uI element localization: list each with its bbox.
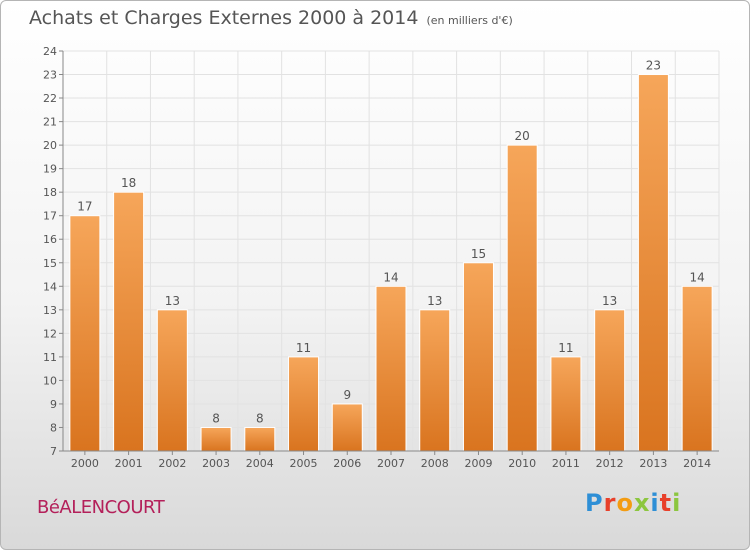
data-label: 20	[515, 129, 530, 143]
data-label: 9	[343, 388, 351, 402]
data-label: 14	[689, 270, 704, 284]
x-tick-label: 2006	[333, 457, 361, 470]
x-tick-label: 2007	[377, 457, 405, 470]
y-tick-label: 17	[43, 210, 57, 223]
x-tick-label: 2008	[421, 457, 449, 470]
bar-2000[interactable]	[69, 215, 101, 452]
bar-2005[interactable]	[288, 356, 320, 452]
x-tick-label: 2014	[683, 457, 711, 470]
x-tick-label: 2010	[508, 457, 536, 470]
bar-2008[interactable]	[419, 309, 451, 452]
data-label: 11	[296, 341, 311, 355]
x-tick-label: 2000	[71, 457, 99, 470]
y-tick-label: 13	[43, 304, 57, 317]
y-tick-label: 19	[43, 163, 57, 176]
proxiti-logo[interactable]: Proxiti	[585, 489, 681, 517]
data-label: 8	[212, 411, 220, 425]
x-tick-label: 2009	[464, 457, 492, 470]
bar-2001[interactable]	[113, 191, 145, 452]
data-label: 13	[427, 294, 442, 308]
bar-2002[interactable]	[156, 309, 188, 452]
y-tick-label: 20	[43, 139, 57, 152]
y-tick-label: 21	[43, 116, 57, 129]
x-tick-label: 2003	[202, 457, 230, 470]
bar-2003[interactable]	[200, 426, 232, 452]
y-tick-label: 12	[43, 327, 57, 340]
x-tick-label: 2002	[158, 457, 186, 470]
y-tick-label: 14	[43, 280, 57, 293]
y-tick-label: 10	[43, 374, 57, 387]
x-tick-label: 2011	[552, 457, 580, 470]
x-tick-label: 2013	[639, 457, 667, 470]
y-tick-label: 7	[50, 445, 57, 458]
y-tick-label: 23	[43, 69, 57, 82]
logo-letter: r	[603, 489, 617, 517]
bar-2007[interactable]	[375, 285, 407, 452]
y-tick-label: 24	[43, 45, 57, 58]
y-tick-label: 15	[43, 257, 57, 270]
x-tick-label: 2005	[290, 457, 318, 470]
logo-letter: t	[659, 489, 673, 517]
logo-letter: P	[585, 489, 604, 517]
y-tick-label: 11	[43, 351, 57, 364]
logo-letter: x	[633, 489, 651, 517]
chart-title: Achats et Charges Externes 2000 à 2014 (e…	[29, 7, 513, 29]
y-tick-label: 9	[50, 398, 57, 411]
bar-2004[interactable]	[244, 426, 276, 452]
bars: 17 18 13 8 8 11 9 14 13 15 20 11 13 23 14	[69, 59, 713, 452]
bar-2006[interactable]	[331, 403, 363, 452]
bar-2014[interactable]	[681, 285, 713, 452]
bar-2009[interactable]	[462, 262, 494, 452]
x-tick-label: 2012	[596, 457, 624, 470]
bar-2010[interactable]	[506, 144, 538, 452]
axes: 7 8 9 10 11 12 13 14 15 16 17 18 19 20 21 22 23 24 2000 200…	[43, 45, 719, 470]
chart-title-text: Achats et Charges Externes 2000 à 2014	[29, 7, 419, 29]
logo-letter: o	[616, 489, 634, 517]
y-tick-label: 22	[43, 92, 57, 105]
data-label: 18	[121, 176, 136, 190]
bar-2012[interactable]	[594, 309, 626, 452]
y-tick-label: 16	[43, 233, 57, 246]
data-label: 13	[602, 294, 617, 308]
bar-2011[interactable]	[550, 356, 582, 452]
logo-letter: i	[672, 489, 682, 517]
chart-unit: (en milliers d'€)	[426, 14, 513, 27]
y-tick-label: 18	[43, 186, 57, 199]
data-label: 17	[77, 200, 92, 214]
data-label: 14	[383, 270, 398, 284]
y-tick-label: 8	[50, 421, 57, 434]
data-label: 23	[646, 59, 661, 73]
x-tick-label: 2001	[115, 457, 143, 470]
data-label: 13	[165, 294, 180, 308]
logo-letter: i	[650, 489, 660, 517]
x-tick-label: 2004	[246, 457, 274, 470]
bar-2013[interactable]	[637, 74, 669, 452]
data-label: 11	[558, 341, 573, 355]
data-label: 8	[256, 411, 264, 425]
commune-name: BéALENCOURT	[37, 497, 165, 518]
data-label: 15	[471, 247, 486, 261]
